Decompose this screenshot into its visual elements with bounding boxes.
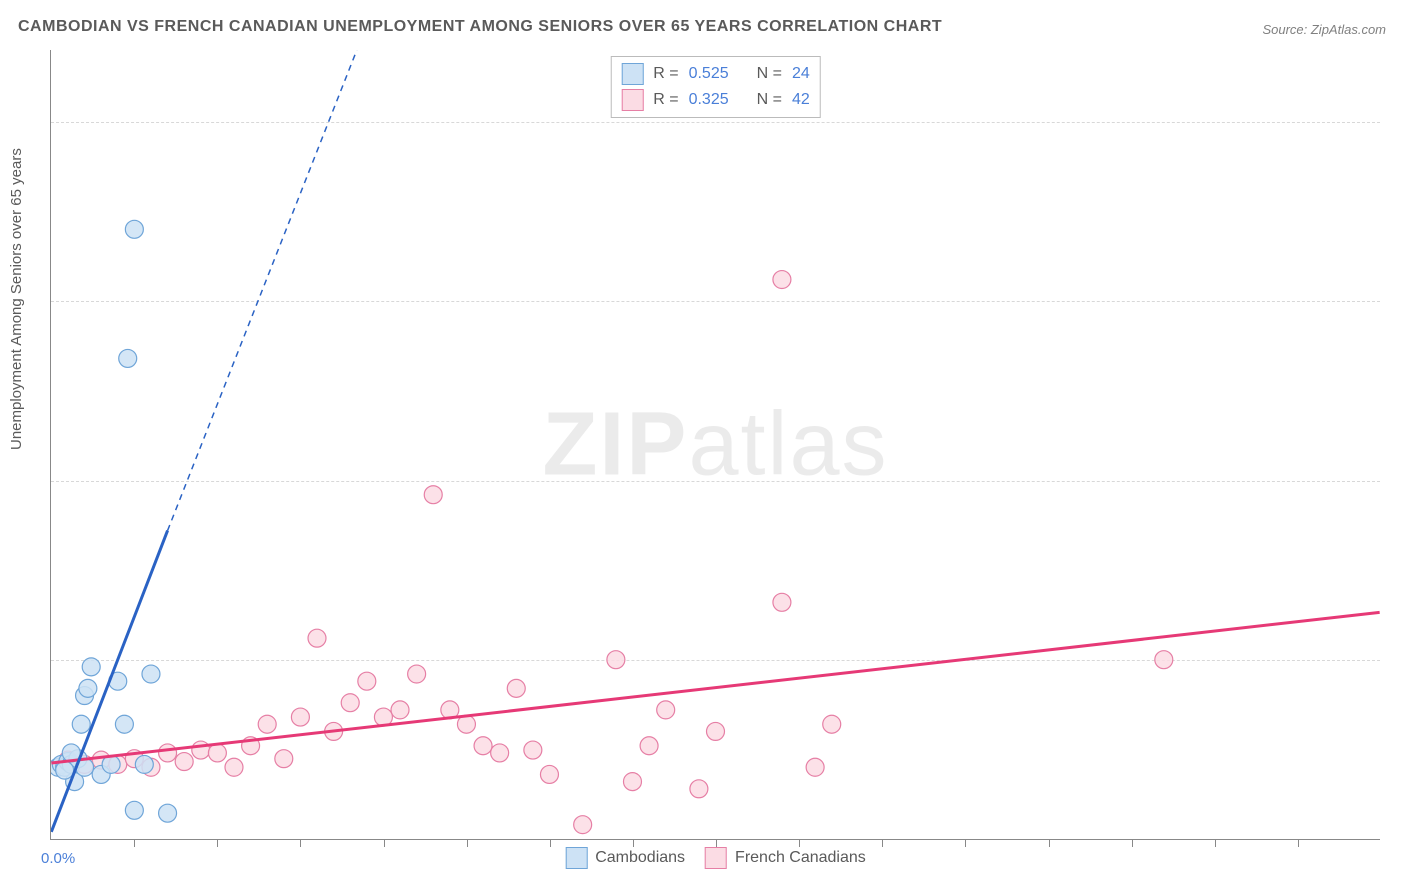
chart-title: CAMBODIAN VS FRENCH CANADIAN UNEMPLOYMEN… (18, 18, 942, 36)
legend-item-cambodians: Cambodians (565, 847, 685, 869)
stat-n-value-0: 24 (792, 65, 810, 83)
stat-n-label: N = (757, 65, 782, 83)
stat-n-label: N = (757, 91, 782, 109)
x-tick-mark (1132, 839, 1133, 847)
legend-stats-row-1: R = 0.325 N = 42 (621, 87, 810, 113)
y-tick-label: 37.5% (1390, 291, 1406, 308)
legend-stats-row-0: R = 0.525 N = 24 (621, 61, 810, 87)
stat-r-value-1: 0.325 (689, 91, 729, 109)
y-axis-label: Unemployment Among Seniors over 65 years (8, 148, 25, 450)
x-tick-mark (1298, 839, 1299, 847)
x-tick-mark (300, 839, 301, 847)
legend-swatch-icon (705, 847, 727, 869)
legend-swatch-icon (565, 847, 587, 869)
x-tick-mark (882, 839, 883, 847)
x-tick-mark (965, 839, 966, 847)
scatter-svg (51, 50, 1380, 839)
legend-item-french: French Canadians (705, 847, 866, 869)
x-tick-mark (633, 839, 634, 847)
x-tick-label-min: 0.0% (41, 850, 75, 867)
x-tick-mark (716, 839, 717, 847)
legend-swatch-cambodians (621, 63, 643, 85)
x-tick-mark (1215, 839, 1216, 847)
x-tick-mark (134, 839, 135, 847)
stat-r-label: R = (653, 91, 678, 109)
x-tick-mark (217, 839, 218, 847)
plot-area: ZIPatlas R = 0.525 N = 24 R = 0.325 N = … (50, 50, 1380, 840)
x-tick-mark (799, 839, 800, 847)
stat-n-value-1: 42 (792, 91, 810, 109)
legend-label-cambodians: Cambodians (595, 849, 685, 867)
legend-swatch-french (621, 89, 643, 111)
stat-r-label: R = (653, 65, 678, 83)
x-tick-mark (1049, 839, 1050, 847)
y-tick-label: 25.0% (1390, 471, 1406, 488)
legend-stats-box: R = 0.525 N = 24 R = 0.325 N = 42 (610, 56, 821, 118)
x-tick-mark (384, 839, 385, 847)
legend-series: Cambodians French Canadians (565, 847, 866, 869)
x-tick-mark (550, 839, 551, 847)
x-tick-mark (467, 839, 468, 847)
legend-label-french: French Canadians (735, 849, 866, 867)
y-tick-label: 12.5% (1390, 650, 1406, 667)
stat-r-value-0: 0.525 (689, 65, 729, 83)
y-tick-label: 50.0% (1390, 112, 1406, 129)
source-attribution: Source: ZipAtlas.com (1262, 22, 1386, 37)
